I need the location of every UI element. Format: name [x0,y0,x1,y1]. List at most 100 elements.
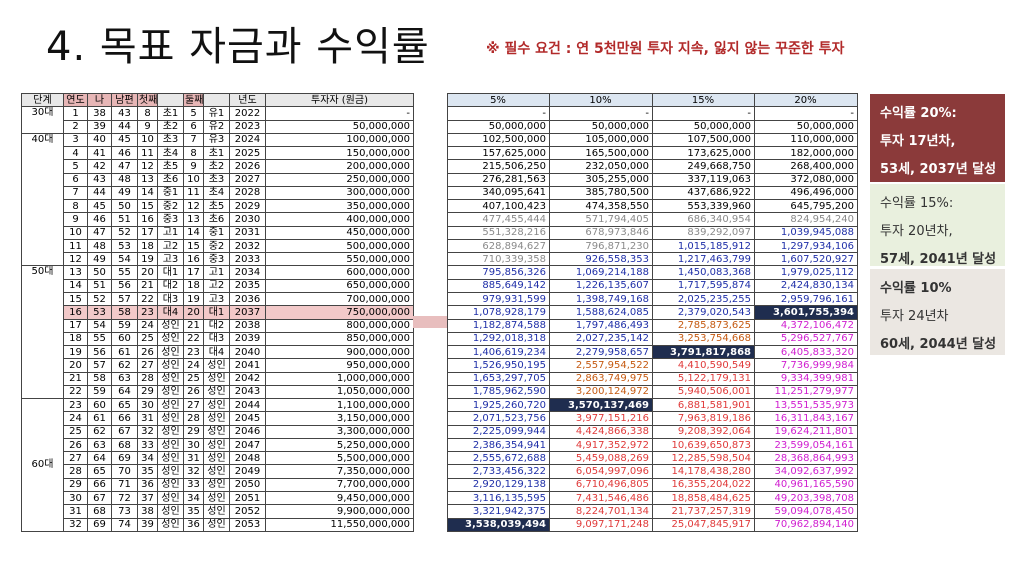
table-cell: 6 [183,119,204,134]
table-cell: 1,100,000,000 [265,398,414,413]
returns-cell: 49,203,398,708 [754,490,858,506]
stage-cell: 30대 [21,106,64,134]
table-cell: 성인 [157,451,184,466]
table-cell: 35 [137,464,158,479]
returns-cell: 2,785,873,625 [652,318,755,333]
table-row: 30대 1 38 43 8 초1 5 유1 2022- [21,106,414,134]
table-row: 4 41 46 11 초4 8 초1 2025 150,000,000 [22,146,414,161]
info-box-line: 투자 20년차, [880,224,953,239]
table-cell: 73 [111,504,138,519]
returns-cell: 7,736,999,984 [754,358,858,373]
table-row: 18 55 60 25 성인 22 대3 2039 850,000,000 [22,331,414,347]
table-row: 28 65 70 35 성인 32 성인 2049 7,350,000,000 [22,464,414,479]
returns-cell: 34,092,637,992 [754,464,858,479]
returns-cell: 340,095,641 [447,185,550,201]
returns-cell: 571,794,405 [549,212,653,227]
table-cell: 32 [63,517,88,532]
returns-cell: 25,047,845,917 [652,517,755,532]
table-row: 7 44 49 14 중1 11 초4 2028 300,000,000 [22,185,414,201]
table-cell: 50,000,000 [265,119,414,134]
info-box-line: 수익률 20%: [880,106,957,121]
table-cell: 55 [111,265,138,280]
table-cell: 9 [183,159,204,174]
table-cell: 41 [87,146,112,161]
returns-cell: - [549,106,653,121]
left-header-cell: 연도 [63,92,88,108]
table-cell: 48 [87,238,112,254]
returns-cell: 645,795,200 [754,199,858,214]
returns-cell: 12,285,598,504 [652,451,755,466]
table-cell: 10 [183,172,204,187]
returns-cell: 5,940,506,001 [652,384,755,400]
table-cell: 31 [63,504,88,519]
table-cell: 대4 [157,305,184,320]
returns-cell: - [447,106,550,121]
returns-cell: 496,496,000 [754,185,858,201]
table-cell: 200,000,000 [265,159,414,174]
table-cell: 44 [87,185,112,201]
table-row: 9 46 51 16 중3 13 초6 2030 400,000,000 [22,212,414,227]
returns-cell: 23,599,054,161 [754,437,858,453]
table-cell: 26 [183,384,204,400]
table-cell: 68 [87,504,112,519]
table-cell: 23 [137,305,158,320]
returns-cell: 1,450,083,368 [652,265,755,280]
returns-cell: 107,500,000 [652,132,755,148]
returns-cell: 11,251,279,977 [754,384,858,400]
table-cell: 35 [183,504,204,519]
table-cell: 61 [87,411,112,426]
returns-cell: 6,054,997,096 [549,464,653,479]
table-cell: 950,000,000 [265,358,414,373]
table-cell: 32 [137,424,158,439]
table-cell: 2035 [229,278,266,293]
table-row: 2,071,523,756 3,977,151,216 7,963,819,186 1… [447,411,858,426]
table-cell: 64 [87,451,112,466]
returns-cell: 28,368,864,993 [754,451,858,466]
table-cell: 중2 [203,238,230,254]
table-cell: 성인 [203,424,230,439]
returns-cell: 2,959,796,161 [754,291,858,307]
table-row: 1,653,297,705 2,863,749,975 5,122,179,131 9… [447,371,858,386]
table-cell: 22 [183,331,204,347]
returns-cell: 10,639,650,873 [652,437,755,453]
table-cell: 700,000,000 [265,291,414,307]
table-cell: 32 [183,464,204,479]
returns-cell: 59,094,078,450 [754,504,858,519]
table-cell: 7 [63,185,88,201]
table-cell: 2045 [229,411,266,426]
info-box-line: 57세, 2041년 달성 [880,252,997,267]
returns-cell: 173,625,000 [652,146,755,161]
info-box-line: 수익률 10% [880,281,952,296]
returns-cell: 3,200,124,972 [549,384,653,400]
table-row: 1,406,619,234 2,279,958,657 3,791,817,868 6… [447,345,858,360]
table-row: 12 49 54 19 고3 16 중3 2033 550,000,000 [22,252,414,267]
returns-cell: 9,334,399,981 [754,371,858,386]
table-cell: 400,000,000 [265,212,414,227]
table-row: 17 54 59 24 성인 21 대2 2038 800,000,000 [22,318,414,333]
returns-cell: 3,570,137,469 [549,398,653,413]
table-cell: 57 [87,358,112,373]
table-cell: 800,000,000 [265,318,414,333]
table-cell: 11,550,000,000 [265,517,414,532]
table-cell: 62 [87,424,112,439]
table-row: 10 47 52 17 고1 14 중1 2031 450,000,000 [22,225,414,240]
table-cell: 450,000,000 [265,225,414,240]
table-row: 25 62 67 32 성인 29 성인 2046 3,300,000,000 [22,424,414,439]
returns-cell: 337,119,063 [652,172,755,187]
table-cell: 2039 [229,331,266,347]
table-cell: 49 [111,185,138,201]
returns-cell: 885,649,142 [447,278,550,293]
table-cell: 2040 [229,345,266,360]
table-cell: 2025 [229,146,266,161]
table-cell: 5 [183,106,204,121]
table-cell: 성인 [157,345,184,360]
table-cell: 53 [111,238,138,254]
table-cell: 2036 [229,291,266,307]
table-cell: 성인 [157,384,184,400]
table-row: 11 48 53 18 고2 15 중2 2032 500,000,000 [22,238,414,254]
table-cell: 1,050,000,000 [265,384,414,400]
returns-cell: 1,182,874,588 [447,318,550,333]
table-cell: 중1 [157,185,184,201]
table-cell: 2038 [229,318,266,333]
table-row: 14 51 56 21 대2 18 고2 2035 650,000,000 [22,278,414,293]
